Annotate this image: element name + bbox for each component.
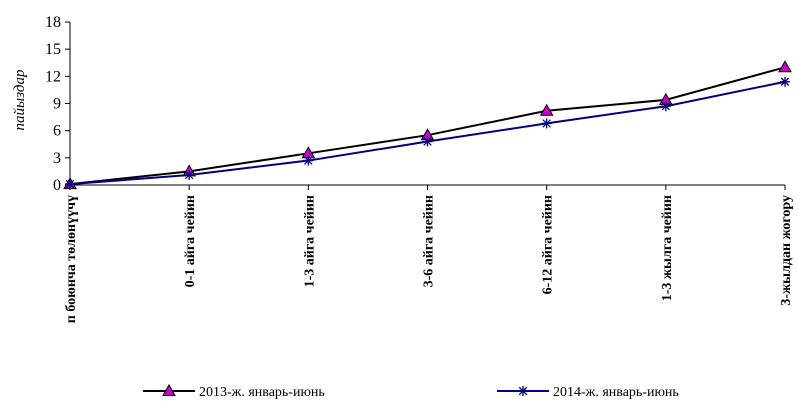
y-tick-label: 0 [53, 177, 61, 194]
y-tick-label: 12 [45, 68, 61, 85]
y-tick-label: 3 [53, 150, 61, 167]
x-tick-label: 3-жылдан жогору [779, 195, 794, 306]
legend-label-2: 2014-ж. январь-июнь [553, 385, 679, 400]
x-tick-label: 1-3 айга чейин [302, 195, 317, 287]
x-tick-label: п боюнча төлөнүүчү [64, 195, 79, 323]
y-axis-label: пайыздар [12, 69, 28, 130]
series-2-point [541, 118, 552, 129]
y-tick-label: 15 [45, 41, 61, 58]
series-1-point [539, 103, 554, 116]
y-tick-label: 18 [45, 14, 61, 31]
series-2-point [780, 76, 790, 87]
series-2-point [660, 101, 671, 112]
series-2-point [303, 155, 314, 166]
series-layer [63, 60, 792, 190]
axes: 0 3 6 9 12 15 18 п боюнча төлөнүүчү 0-1 айга чей… [45, 14, 794, 323]
series-2-point [184, 170, 195, 181]
y-tick-label: 9 [53, 96, 61, 113]
x-tick-label: 1-3 жылга чейин [660, 195, 675, 301]
series-2-point [65, 179, 75, 190]
legend: 2013-ж. январь-июнь 2014-ж. январь-июнь [143, 383, 679, 400]
legend-label-1: 2013-ж. январь-июнь [199, 385, 325, 400]
x-tick-label: 0-1 айга чейин [183, 195, 198, 287]
legend-marker-1 [162, 383, 176, 396]
x-tick-label: 6-12 айга чейин [541, 195, 556, 294]
x-tick-label: 3-6 айга чейин [422, 195, 437, 287]
legend-marker-2 [518, 386, 528, 396]
series-2-point [422, 136, 433, 147]
series-1-point [778, 60, 792, 73]
y-tick-label: 6 [53, 123, 61, 140]
series-line-1 [69, 66, 786, 186]
